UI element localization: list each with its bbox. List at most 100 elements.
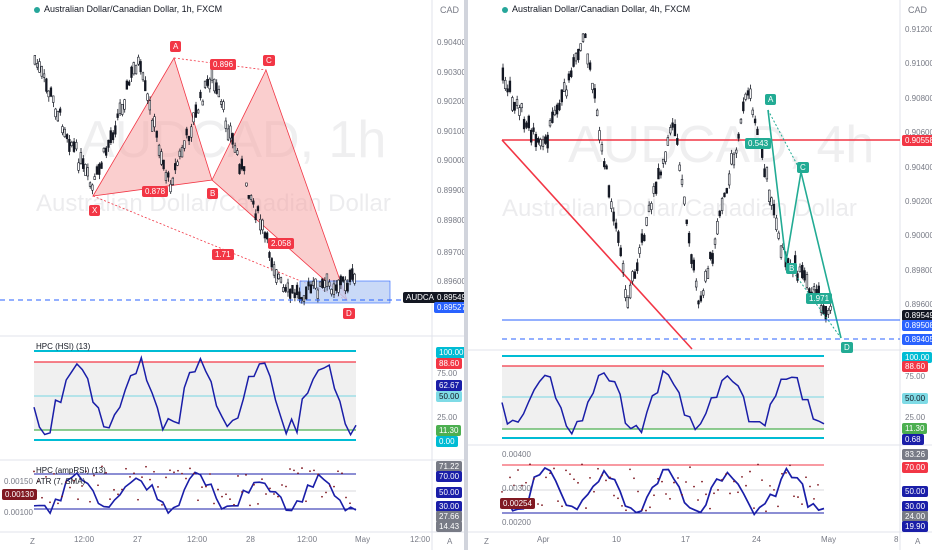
amprsi-label: 50.00 bbox=[902, 486, 929, 497]
pattern-point-b: B bbox=[207, 188, 219, 199]
atr-dot bbox=[753, 507, 755, 510]
candle bbox=[206, 79, 209, 86]
atr-dot bbox=[113, 488, 115, 491]
candle bbox=[128, 81, 131, 86]
atr-dot bbox=[233, 503, 235, 506]
atr-dot bbox=[53, 472, 55, 475]
candle bbox=[548, 120, 552, 127]
candle bbox=[47, 90, 50, 98]
candle bbox=[318, 281, 322, 287]
auto-scale-toggle[interactable]: A bbox=[447, 537, 453, 546]
atr-dot bbox=[269, 487, 271, 490]
atr-dot bbox=[193, 472, 195, 475]
candle bbox=[144, 80, 147, 92]
auto-scale-toggle[interactable]: A bbox=[915, 537, 921, 546]
candle bbox=[91, 184, 94, 191]
atr-dot bbox=[601, 474, 603, 477]
atr-dot bbox=[649, 506, 651, 509]
candle bbox=[88, 182, 92, 187]
candle bbox=[201, 100, 204, 106]
atr-dot bbox=[597, 467, 599, 470]
candle bbox=[826, 310, 830, 315]
candle bbox=[694, 280, 698, 288]
candle bbox=[751, 109, 754, 115]
target-price-badge: 0.89405 bbox=[902, 334, 932, 345]
time-axis-label: 10 bbox=[612, 535, 621, 544]
candle bbox=[558, 102, 561, 111]
atr-dot bbox=[297, 472, 299, 475]
candle bbox=[56, 111, 59, 122]
pattern-point-x: X bbox=[89, 205, 101, 216]
candle bbox=[560, 89, 563, 103]
candle bbox=[822, 305, 825, 315]
atr-dot bbox=[553, 467, 555, 470]
line-price-badge: 0.89508 bbox=[902, 320, 932, 331]
candle bbox=[351, 268, 354, 280]
atr-dot bbox=[617, 497, 619, 500]
candle bbox=[151, 119, 154, 132]
candle bbox=[746, 90, 750, 96]
amprsi-label: 14.43 bbox=[436, 521, 463, 532]
atr-dot bbox=[49, 501, 51, 504]
time-axis-label: May bbox=[355, 535, 371, 544]
candle bbox=[233, 145, 237, 153]
candle bbox=[339, 275, 342, 286]
timezone-toggle[interactable]: Z bbox=[30, 537, 35, 546]
left-chart-panel[interactable]: Australian Dollar/Canadian Dollar, 1h, F… bbox=[0, 0, 464, 550]
atr-dot bbox=[81, 485, 83, 487]
candle bbox=[275, 269, 278, 283]
candle bbox=[765, 167, 769, 180]
candle bbox=[742, 101, 745, 112]
atr-dot bbox=[181, 472, 183, 475]
right-chart-panel[interactable]: Australian Dollar/Canadian Dollar, 4h, F… bbox=[468, 0, 932, 550]
candle bbox=[220, 101, 223, 105]
candle bbox=[572, 57, 575, 67]
candle bbox=[61, 126, 64, 134]
candle bbox=[678, 164, 681, 171]
ac-line bbox=[173, 57, 267, 71]
candle bbox=[529, 129, 533, 143]
left-chart-canvas[interactable] bbox=[0, 0, 464, 550]
right-chart-canvas[interactable] bbox=[468, 0, 932, 550]
candle bbox=[737, 133, 740, 139]
candle bbox=[325, 273, 329, 287]
atr-dot bbox=[613, 494, 615, 497]
candle bbox=[114, 125, 117, 135]
atr-dot bbox=[697, 499, 699, 501]
candle bbox=[107, 139, 110, 148]
candle bbox=[603, 161, 606, 168]
candle bbox=[753, 118, 757, 124]
current-price-badge: 0.89549 bbox=[902, 310, 932, 321]
right-price-tick: 0.90600 bbox=[905, 128, 932, 137]
candle bbox=[187, 135, 191, 142]
candle bbox=[579, 43, 582, 51]
atr-dot bbox=[625, 509, 627, 512]
atr-dot bbox=[201, 486, 203, 489]
candle bbox=[169, 183, 172, 193]
candle bbox=[727, 173, 731, 186]
right-watermark-symbol: AUDCAD, 4h bbox=[568, 116, 875, 174]
timezone-toggle[interactable]: Z bbox=[484, 537, 489, 546]
atr-dot bbox=[653, 494, 655, 497]
candle bbox=[286, 282, 289, 293]
candle bbox=[520, 103, 523, 109]
candle bbox=[58, 108, 62, 113]
candle bbox=[756, 128, 759, 136]
atr-dot bbox=[309, 470, 311, 473]
candle bbox=[636, 262, 639, 272]
atr-dot bbox=[65, 481, 67, 484]
candle bbox=[153, 116, 156, 128]
candle bbox=[111, 132, 115, 141]
atr-dot bbox=[273, 493, 275, 495]
candle bbox=[307, 281, 310, 287]
pattern-point-d: D bbox=[343, 308, 355, 319]
atr-dot bbox=[265, 493, 267, 495]
candle bbox=[84, 164, 87, 176]
candle bbox=[631, 271, 634, 282]
candle bbox=[621, 263, 625, 273]
abcd-pattern bbox=[767, 109, 842, 339]
candle bbox=[562, 82, 566, 93]
candle bbox=[243, 166, 246, 172]
panel-divider[interactable] bbox=[464, 0, 468, 550]
candle bbox=[595, 109, 599, 117]
